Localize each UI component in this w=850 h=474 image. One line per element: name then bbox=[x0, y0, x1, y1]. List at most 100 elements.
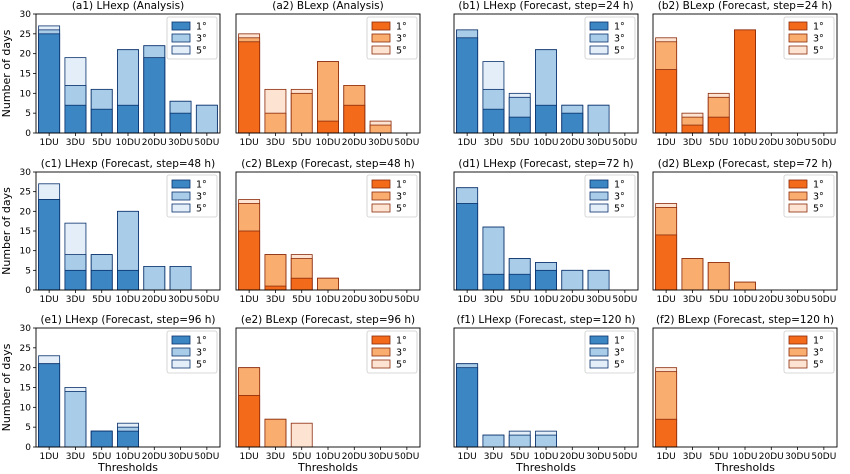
panel-3: (b2) BLexp (Forecast, step=24 h) 1DU 3DU 5D… bbox=[652, 0, 838, 148]
legend-swatch bbox=[589, 21, 609, 31]
x-tick-label: 5DU bbox=[510, 452, 529, 462]
bar-1DU-0 bbox=[655, 69, 678, 134]
legend-swatch bbox=[589, 191, 609, 201]
panel-10: (f1) LHexp (Forecast, step=120 h) 1DU 3DU 5… bbox=[453, 314, 639, 462]
x-tick-label: 20DU bbox=[342, 295, 367, 305]
x-tick-label: 50DU bbox=[811, 138, 836, 148]
legend-swatch bbox=[788, 203, 808, 213]
x-tick-label: 50DU bbox=[394, 295, 419, 305]
legend-label: 5° bbox=[813, 204, 824, 215]
x-tick-label: 50DU bbox=[612, 138, 637, 148]
x-tick-label: 30DU bbox=[586, 295, 611, 305]
legend-swatch bbox=[371, 179, 391, 189]
bar-5DU-2 bbox=[290, 422, 313, 448]
bar-20DU-0 bbox=[561, 112, 584, 134]
bar-3DU-1 bbox=[681, 258, 704, 291]
legend-label: 5° bbox=[196, 204, 207, 215]
x-tick-label: 20DU bbox=[142, 295, 167, 305]
x-tick-label: 30DU bbox=[785, 452, 810, 462]
x-tick-label: 3DU bbox=[266, 138, 285, 148]
legend-label: 5° bbox=[396, 46, 407, 57]
x-tick-label: 50DU bbox=[811, 452, 836, 462]
bar-5DU-0 bbox=[508, 273, 531, 291]
y-tick-label: 5 bbox=[25, 266, 31, 276]
y-tick-label: 25 bbox=[20, 30, 31, 40]
legend-swatch bbox=[171, 21, 191, 31]
panel-title: (b2) BLexp (Forecast, step=24 h) bbox=[658, 0, 832, 12]
legend-swatch bbox=[589, 45, 609, 55]
bar-1DU-0 bbox=[238, 395, 261, 448]
legend-swatch bbox=[171, 33, 191, 43]
bar-1DU-0 bbox=[655, 234, 678, 291]
x-tick-label: 20DU bbox=[342, 138, 367, 148]
legend-label: 3° bbox=[396, 34, 407, 45]
bar-5DU-1 bbox=[508, 434, 531, 448]
y-tick-label: 20 bbox=[20, 50, 32, 60]
bar-10DU-1 bbox=[734, 281, 756, 291]
x-tick-label: 50DU bbox=[194, 138, 219, 148]
bar-30DU-1 bbox=[587, 104, 610, 134]
panel-6: (d1) LHexp (Forecast, step=72 h) 1DU 3DU 5D… bbox=[453, 158, 639, 305]
x-tick-label: 3DU bbox=[484, 295, 503, 305]
x-tick-label: 1DU bbox=[40, 452, 59, 462]
x-tick-label: 20DU bbox=[342, 452, 367, 462]
x-tick-label: 20DU bbox=[560, 295, 585, 305]
x-tick-label: 10DU bbox=[116, 295, 141, 305]
legend-swatch bbox=[371, 45, 391, 55]
bar-1DU-0 bbox=[238, 230, 261, 291]
x-tick-label: 3DU bbox=[66, 295, 85, 305]
bar-30DU-1 bbox=[169, 265, 192, 291]
legend-label: 5° bbox=[813, 360, 824, 371]
legend-label: 5° bbox=[614, 46, 625, 57]
legend-swatch bbox=[371, 21, 391, 31]
panel-title: (f1) LHexp (Forecast, step=120 h) bbox=[457, 314, 636, 326]
x-tick-label: 30DU bbox=[785, 138, 810, 148]
bar-3DU-1 bbox=[264, 418, 287, 448]
y-tick-label: 5 bbox=[25, 109, 31, 119]
panel-9: (e2) BLexp (Forecast, step=96 h) 1DU 3DU 5D… bbox=[235, 314, 421, 462]
x-tick-label: 5DU bbox=[292, 452, 311, 462]
x-tick-label: 3DU bbox=[266, 452, 285, 462]
panel-5: (c2) BLexp (Forecast, step=48 h) 1DU 3DU 5D… bbox=[235, 158, 421, 305]
y-tick-label: 15 bbox=[20, 70, 31, 80]
x-tick-label: 10DU bbox=[116, 138, 141, 148]
legend-swatch bbox=[788, 33, 808, 43]
x-tick-label: 10DU bbox=[316, 452, 341, 462]
panel-title: (d2) BLexp (Forecast, step=72 h) bbox=[658, 158, 832, 170]
bar-20DU-0 bbox=[343, 104, 366, 134]
x-tick-label: 10DU bbox=[534, 452, 559, 462]
bar-10DU-1 bbox=[317, 277, 339, 291]
x-tick-label: 20DU bbox=[142, 138, 167, 148]
x-tick-label: 10DU bbox=[733, 452, 758, 462]
panel-title: (b1) LHexp (Forecast, step=24 h) bbox=[458, 0, 633, 12]
panel-4: (c1) LHexp (Forecast, step=48 h) 1DU 3DU 5D… bbox=[20, 158, 221, 305]
legend-label: 1° bbox=[813, 22, 824, 33]
x-tick-label: 1DU bbox=[458, 138, 477, 148]
bar-50DU-1 bbox=[195, 104, 218, 134]
x-tick-label: 10DU bbox=[316, 295, 341, 305]
legend-swatch bbox=[171, 359, 191, 369]
x-tick-label: 50DU bbox=[194, 295, 219, 305]
bar-1DU-0 bbox=[456, 37, 479, 134]
y-axis-label: Number of days bbox=[0, 29, 13, 117]
legend-swatch bbox=[371, 203, 391, 213]
bar-3DU-1 bbox=[482, 434, 505, 448]
panel-title: (f2) BLexp (Forecast, step=120 h) bbox=[656, 314, 834, 326]
legend-swatch bbox=[589, 335, 609, 345]
y-tick-label: 0 bbox=[25, 443, 31, 453]
legend-label: 5° bbox=[614, 360, 625, 371]
x-tick-label: 50DU bbox=[394, 452, 419, 462]
bar-20DU-1 bbox=[143, 265, 166, 291]
bar-5DU-0 bbox=[290, 277, 313, 291]
x-tick-label: 30DU bbox=[168, 452, 193, 462]
bar-3DU-0 bbox=[482, 108, 505, 134]
legend-swatch bbox=[788, 347, 808, 357]
x-tick-label: 1DU bbox=[40, 295, 59, 305]
bar-5DU-0 bbox=[508, 116, 531, 134]
bar-10DU-0 bbox=[317, 120, 339, 134]
x-tick-label: 30DU bbox=[586, 452, 611, 462]
bar-3DU-0 bbox=[264, 285, 287, 291]
x-tick-label: 30DU bbox=[586, 138, 611, 148]
bar-1DU-0 bbox=[38, 33, 61, 134]
